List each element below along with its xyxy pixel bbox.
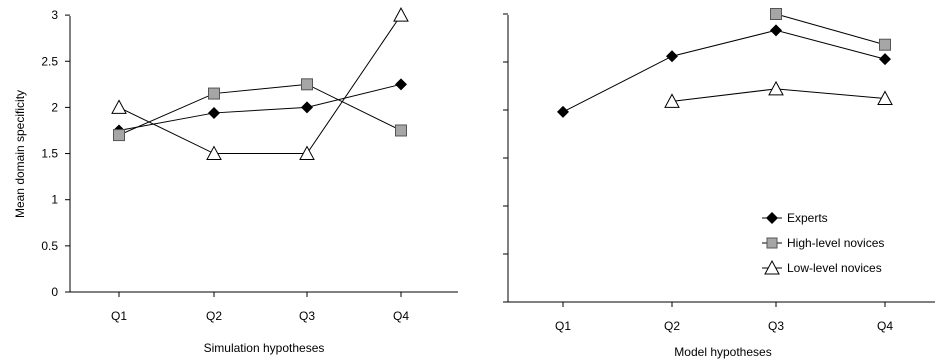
- series-line-experts: [562, 29, 886, 113]
- legend: Experts High-level novices Low-level nov…: [762, 211, 884, 275]
- point-experts: [301, 101, 313, 114]
- x-tick-label: Q2: [664, 319, 680, 333]
- x-tick-label: Q1: [111, 309, 127, 323]
- x-tick-label: Q2: [206, 309, 222, 323]
- y-tick-label: 0.5: [41, 239, 58, 253]
- legend-label: Experts: [787, 211, 828, 225]
- series-line-experts: [118, 83, 402, 131]
- x-tick-label: Q3: [299, 309, 315, 323]
- point-low-level-novices: [393, 7, 409, 22]
- point-low-level-novices: [206, 145, 222, 161]
- y-tick-label: 3: [51, 8, 58, 22]
- diamond-marker-icon: [766, 212, 778, 224]
- series-line-low-level-novices: [118, 14, 402, 155]
- left-y-axis-title: Mean domain specificity: [13, 90, 27, 218]
- left-x-axis-title: Simulation hypotheses: [204, 341, 325, 355]
- y-tick-label: 1: [51, 193, 58, 207]
- x-tick-label: Q4: [393, 309, 409, 323]
- legend-item-high-level-novices: High-level novices: [762, 236, 884, 250]
- point-high-level-novices: [301, 78, 313, 91]
- legend-label: Low-level novices: [787, 261, 882, 275]
- series-line-high-level-novices: [118, 83, 402, 136]
- point-experts: [666, 50, 678, 63]
- point-high-level-novices: [395, 124, 407, 137]
- x-tick-label: Q3: [768, 319, 784, 333]
- triangle-marker-icon: [764, 259, 780, 275]
- point-experts: [208, 106, 220, 119]
- legend-item-experts: Experts: [762, 211, 828, 225]
- point-high-level-novices: [770, 8, 782, 20]
- point-high-level-novices: [208, 87, 220, 100]
- point-high-level-novices: [113, 129, 125, 142]
- point-experts: [395, 78, 407, 91]
- point-low-level-novices: [299, 145, 315, 161]
- model-hypotheses-chart: Q1 Q2 Q3 Q4 Model hypotheses Experts High-l…: [503, 8, 935, 359]
- point-high-level-novices: [879, 38, 891, 51]
- y-tick-label: 1.5: [41, 147, 58, 161]
- simulation-hypotheses-chart: 0 0.5 1 1.5 2 2.5 3 Q1 Q2 Q3 Q4 Mean domain speci…: [13, 7, 458, 355]
- point-low-level-novices: [664, 93, 680, 108]
- point-low-level-novices: [877, 90, 893, 105]
- square-marker-icon: [766, 237, 778, 249]
- point-low-level-novices: [111, 99, 127, 114]
- legend-item-low-level-novices: Low-level novices: [762, 259, 882, 275]
- right-x-axis-title: Model hypotheses: [674, 345, 771, 359]
- point-experts: [879, 53, 891, 66]
- point-low-level-novices: [768, 80, 784, 96]
- series-line-high-level-novices: [775, 13, 886, 46]
- legend-label: High-level novices: [787, 236, 884, 250]
- x-tick-label: Q1: [555, 319, 571, 333]
- y-tick-label: 0: [51, 285, 58, 299]
- x-tick-label: Q4: [877, 319, 893, 333]
- y-tick-label: 2.5: [41, 54, 58, 68]
- point-experts: [557, 105, 569, 118]
- y-tick-label: 2: [51, 100, 58, 114]
- point-experts: [770, 24, 782, 37]
